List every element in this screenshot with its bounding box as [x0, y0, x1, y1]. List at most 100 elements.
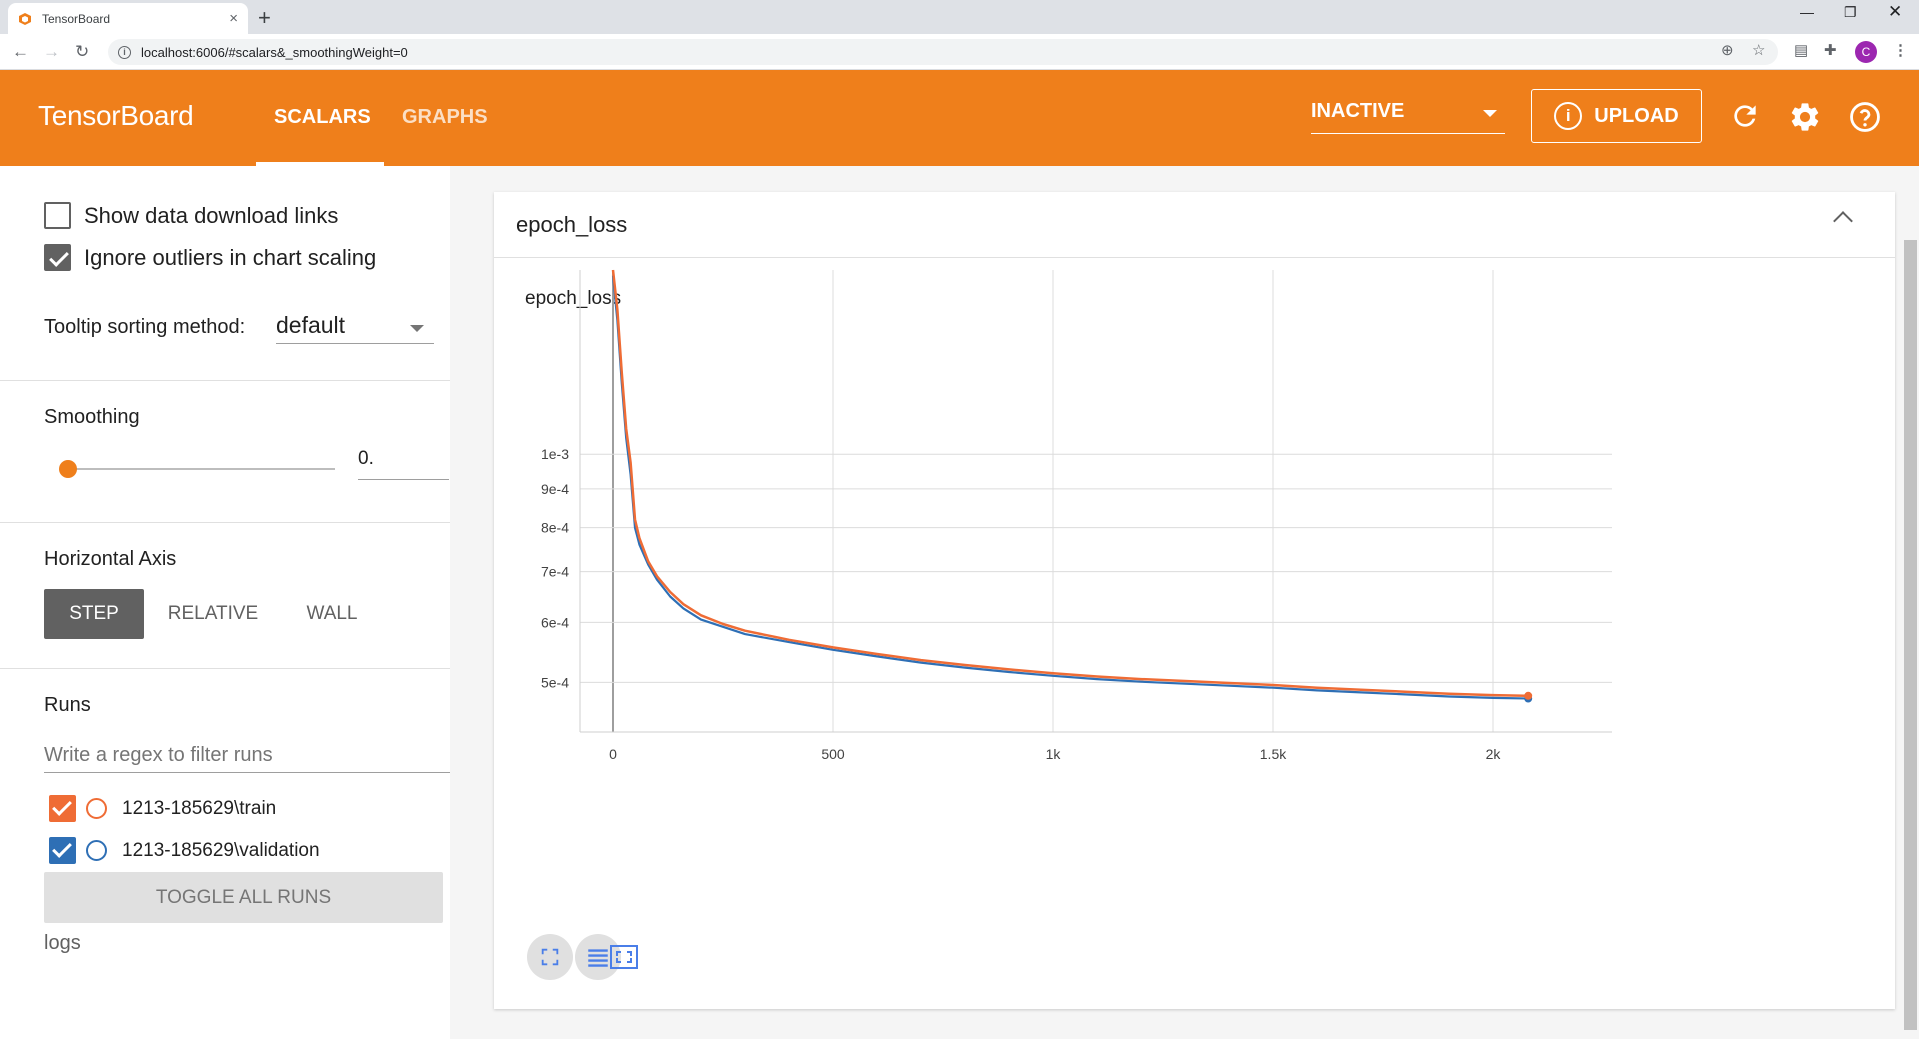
series-line-train	[611, 269, 1529, 698]
tooltip-sorting-label: Tooltip sorting method:	[44, 316, 246, 338]
run-row-train[interactable]: 1213-185629\train	[49, 795, 276, 822]
tab-close-icon[interactable]: ×	[229, 10, 238, 27]
browser-tab[interactable]: TensorBoard ×	[8, 3, 248, 34]
run-train-label: 1213-185629\train	[122, 797, 277, 819]
browser-menu-icon[interactable]: ⋮	[1893, 42, 1908, 59]
fit-to-data-icon	[610, 945, 638, 969]
url-text: localhost:6006/#scalars&_smoothingWeight…	[141, 44, 408, 60]
runs-filter-input[interactable]	[44, 739, 450, 773]
x-tick-label: 1.5k	[1260, 746, 1287, 762]
show-download-links-label: Show data download links	[84, 202, 339, 228]
bookmark-star-icon[interactable]: ☆	[1752, 42, 1766, 59]
settings-gear-icon[interactable]	[1788, 100, 1822, 139]
run-row-validation[interactable]: 1213-185629\validation	[49, 837, 320, 864]
x-tick-label: 0	[609, 746, 617, 762]
logs-dir-label: logs	[44, 932, 81, 954]
address-bar[interactable]: i localhost:6006/#scalars&_smoothingWeig…	[108, 39, 1778, 65]
x-tick-label: 2k	[1486, 746, 1502, 762]
tooltip-sorting-select[interactable]: default	[276, 312, 434, 344]
series-line-validation	[611, 275, 1529, 700]
browser-toolbar: ← → ↻ i localhost:6006/#scalars&_smoothi…	[0, 34, 1919, 70]
reload-icon[interactable]: ↻	[75, 42, 90, 61]
chevron-down-icon	[410, 325, 424, 332]
y-tick-label: 9e-4	[541, 481, 569, 497]
restore-icon[interactable]: ❐	[1844, 4, 1857, 20]
refresh-icon[interactable]	[1729, 100, 1761, 137]
list-lines-icon	[588, 949, 608, 967]
smoothing-value-input[interactable]: 0.	[358, 448, 449, 480]
y-tick-label: 5e-4	[541, 674, 569, 690]
tab-graphs[interactable]: GRAPHS	[402, 106, 488, 128]
y-tick-label: 1e-3	[541, 446, 569, 462]
chart-grid	[579, 270, 1612, 733]
run-train-checkbox[interactable]	[49, 795, 76, 822]
chart-title: epoch_loss	[525, 288, 622, 309]
smoothing-label: Smoothing	[44, 406, 140, 428]
chart-series	[611, 269, 1533, 703]
back-icon[interactable]: ←	[12, 42, 29, 61]
toggle-log-scale-button[interactable]	[575, 934, 621, 980]
show-download-links-checkbox[interactable]	[44, 202, 71, 229]
axis-relative-button[interactable]: RELATIVE	[167, 603, 259, 624]
x-axis: 0 500 1k 1.5k 2k	[609, 746, 1501, 762]
y-tick-label: 6e-4	[541, 614, 569, 630]
ignore-outliers-row[interactable]: Ignore outliers in chart scaling	[44, 244, 376, 271]
divider	[0, 668, 450, 669]
runs-label: Runs	[44, 694, 91, 716]
inactive-dashboards-select[interactable]: INACTIVE	[1311, 100, 1505, 134]
forward-icon[interactable]: →	[43, 42, 60, 61]
divider	[0, 522, 450, 523]
horizontal-axis-label: Horizontal Axis	[44, 548, 177, 570]
tooltip-sorting-value: default	[276, 312, 346, 338]
y-tick-label: 8e-4	[541, 520, 569, 536]
fit-domain-button[interactable]	[601, 934, 647, 980]
x-tick-label: 500	[821, 746, 845, 762]
tensorboard-header: TensorBoard SCALARS GRAPHS INACTIVE i UP…	[0, 70, 1919, 166]
show-download-links-row[interactable]: Show data download links	[44, 202, 338, 229]
axis-wall-button[interactable]: WALL	[306, 603, 358, 624]
reading-list-icon[interactable]: ▤	[1794, 42, 1809, 59]
sidebar: Show data download links Ignore outliers…	[0, 166, 450, 1039]
run-validation-color-swatch[interactable]	[86, 840, 107, 861]
epoch-loss-chart[interactable]: 1e-3 9e-4 8e-4 7e-4 6e-4 5e-4 0 500 1k 1.5k 2k	[494, 192, 1895, 1009]
info-icon: i	[1554, 102, 1583, 130]
fullscreen-chart-button[interactable]	[527, 934, 573, 980]
profile-avatar[interactable]: C	[1855, 41, 1877, 63]
brand-title: TensorBoard	[38, 100, 194, 131]
card-title: epoch_loss	[516, 212, 628, 237]
zoom-icon[interactable]: ⊕	[1721, 42, 1734, 59]
upload-button[interactable]: i UPLOAD	[1531, 89, 1702, 143]
toggle-all-runs-button[interactable]: TOGGLE ALL RUNS	[44, 872, 443, 923]
tensorboard-favicon-icon	[18, 12, 32, 26]
help-icon[interactable]	[1848, 100, 1882, 139]
smoothing-slider-knob[interactable]	[59, 460, 77, 478]
run-train-color-swatch[interactable]	[86, 798, 107, 819]
inactive-select-label: INACTIVE	[1311, 100, 1405, 122]
run-validation-label: 1213-185629\validation	[122, 839, 320, 861]
divider	[0, 380, 450, 381]
close-window-icon[interactable]: ✕	[1888, 2, 1903, 21]
chevron-down-icon	[1483, 110, 1497, 117]
minimize-icon[interactable]: —	[1800, 4, 1814, 20]
series-end-point-train	[1524, 691, 1533, 700]
smoothing-slider-track[interactable]	[68, 468, 335, 470]
run-validation-checkbox[interactable]	[49, 837, 76, 864]
extensions-icon[interactable]: ✚	[1824, 42, 1837, 59]
upload-label: UPLOAD	[1594, 104, 1679, 127]
epoch-loss-card: epoch_loss epoch_loss 1e-3 9e-4 8e-4 7e-4 6e…	[494, 192, 1895, 1009]
ignore-outliers-checkbox[interactable]	[44, 244, 71, 271]
y-tick-label: 7e-4	[541, 564, 569, 580]
main-scrollbar[interactable]	[1902, 240, 1919, 1030]
axis-step-button[interactable]: STEP	[44, 589, 144, 639]
browser-tab-bar: TensorBoard × + — ❐ ✕	[0, 0, 1919, 34]
fullscreen-icon	[541, 948, 559, 966]
card-header[interactable]: epoch_loss	[494, 192, 1895, 258]
active-tab-indicator	[256, 162, 384, 166]
y-axis: 1e-3 9e-4 8e-4 7e-4 6e-4 5e-4	[541, 446, 569, 690]
x-tick-label: 1k	[1046, 746, 1062, 762]
site-info-icon[interactable]: i	[118, 45, 131, 59]
new-tab-button[interactable]: +	[258, 5, 271, 30]
ignore-outliers-label: Ignore outliers in chart scaling	[84, 244, 377, 270]
browser-tab-title: TensorBoard	[42, 11, 111, 26]
tab-scalars[interactable]: SCALARS	[274, 106, 371, 128]
